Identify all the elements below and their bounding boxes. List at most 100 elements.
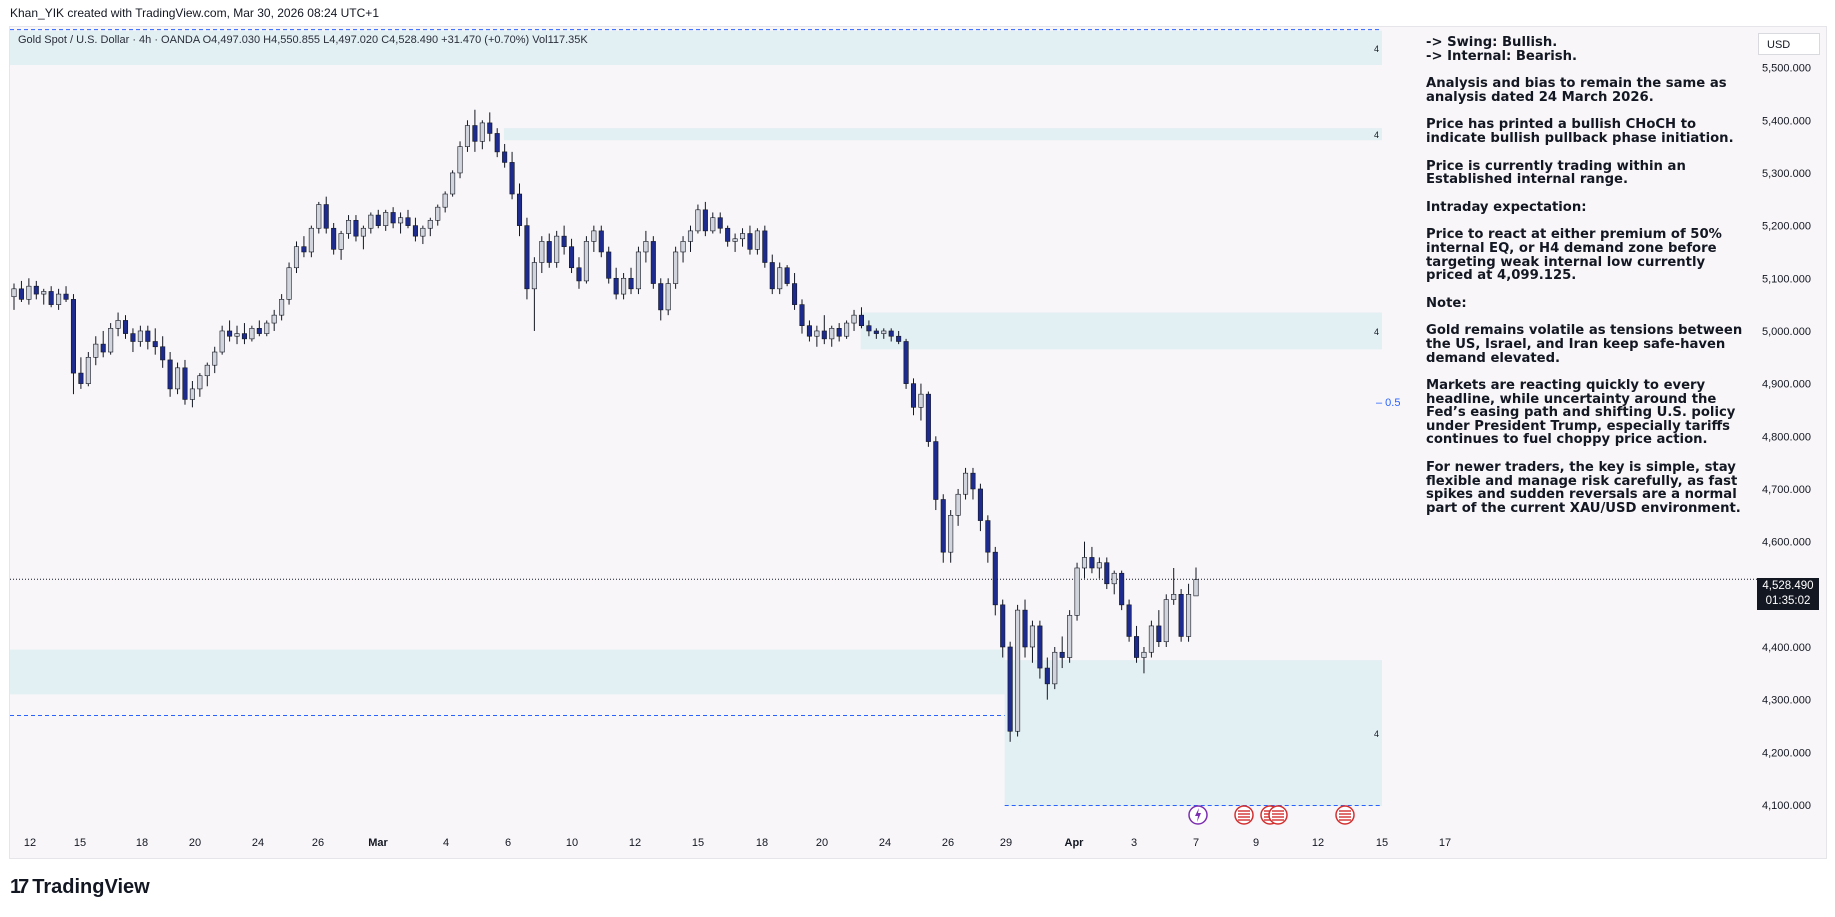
candle-body [873, 330, 879, 334]
candle-body [472, 125, 478, 142]
candle [598, 225, 604, 258]
candle [903, 338, 909, 389]
candle-body [271, 314, 277, 324]
candle [479, 120, 485, 150]
candle [1022, 599, 1028, 658]
candle [858, 307, 865, 329]
candle-body [323, 204, 329, 229]
candle-body [673, 251, 679, 284]
candle [762, 225, 768, 268]
candle-body [866, 325, 872, 332]
candle-body [955, 493, 961, 516]
note-paragraph: Note: [1426, 295, 1467, 311]
candle-body [963, 472, 969, 495]
time-tick-label: 7 [1193, 837, 1199, 849]
candle-body [598, 230, 604, 253]
time-tick-label: 17 [1439, 837, 1451, 849]
candle-body [227, 330, 233, 337]
candle-body [1074, 567, 1080, 616]
candle [628, 267, 634, 295]
candle-body [977, 488, 983, 521]
candle [1171, 567, 1177, 605]
candle [308, 225, 314, 258]
candle-body [985, 520, 991, 553]
candle [390, 207, 396, 229]
candle [56, 288, 62, 310]
candle [1089, 546, 1095, 574]
candle-body [1148, 625, 1154, 653]
candle-body [442, 193, 448, 208]
candle-body [739, 233, 746, 240]
candle-body [464, 125, 471, 147]
candle-body [293, 246, 300, 269]
candle [814, 325, 820, 347]
candle-body [769, 262, 775, 290]
zones-layer: 4 4 4 4 [10, 30, 1382, 807]
candle [383, 209, 389, 231]
candle-body [1178, 594, 1184, 637]
candle-body [234, 333, 240, 337]
candle-body [554, 235, 560, 263]
candle-body [1126, 604, 1132, 637]
candle [26, 278, 32, 305]
candle [331, 222, 337, 255]
candle [93, 336, 99, 366]
candle-body [1022, 609, 1028, 648]
candle [546, 233, 552, 268]
candle-body [1156, 625, 1162, 643]
time-tick-label: 15 [74, 837, 86, 849]
candle [108, 323, 114, 355]
candle-body [368, 214, 374, 229]
time-tick-label: 15 [692, 837, 704, 849]
tradingview-logo-icon: 17 [10, 876, 29, 898]
note-paragraph: -> Swing: Bullish. -> Internal: Bearish. [1426, 35, 1577, 64]
price-tick-label: 5,300.000 [1762, 168, 1811, 180]
levels-layer: – 0.5 [10, 29, 1757, 807]
candle [1074, 562, 1080, 621]
candle [710, 212, 716, 234]
candle-body [539, 241, 545, 263]
candle [353, 215, 359, 242]
tradingview-logo[interactable]: 17 TradingView [10, 876, 150, 899]
candle [115, 312, 121, 337]
candle [18, 280, 24, 302]
time-tick-label: 3 [1131, 837, 1137, 849]
candle [799, 299, 805, 334]
candle-body [130, 333, 136, 342]
candle-body [108, 328, 114, 353]
candle [747, 225, 753, 255]
candle-body [1119, 572, 1125, 606]
symbol-legend[interactable]: Gold Spot / U.S. Dollar · 4h · OANDA O4,… [18, 34, 588, 46]
candle [821, 315, 827, 345]
note-paragraph: Price to react at either premium of 50% … [1426, 227, 1722, 284]
candle-body [338, 233, 344, 250]
chart-frame[interactable] [9, 26, 1827, 859]
time-tick-label: 9 [1253, 837, 1259, 849]
candle [569, 238, 575, 274]
candle [963, 467, 969, 500]
note-paragraph: Markets are reacting quickly to every he… [1426, 378, 1736, 448]
candle-body [457, 146, 463, 174]
lightning-event-icon [1188, 805, 1208, 825]
zone-label: 4 [1374, 44, 1379, 54]
candle [635, 246, 641, 295]
candle [241, 323, 247, 345]
candle-body [189, 388, 195, 400]
candle [442, 191, 448, 213]
price-tick-label: 4,600.000 [1762, 537, 1811, 549]
candle [777, 262, 783, 295]
candle [1163, 594, 1169, 647]
candle [197, 373, 203, 397]
candle [1119, 570, 1125, 611]
candle-body [687, 230, 694, 242]
candle-body [576, 267, 582, 282]
candle-body [420, 227, 426, 237]
currency-button[interactable]: USD [1758, 33, 1820, 55]
candle-body [256, 328, 262, 334]
candle [85, 352, 91, 387]
candle-body [561, 235, 567, 247]
candle [977, 483, 983, 532]
candle-body [175, 367, 181, 390]
candle [286, 262, 292, 305]
